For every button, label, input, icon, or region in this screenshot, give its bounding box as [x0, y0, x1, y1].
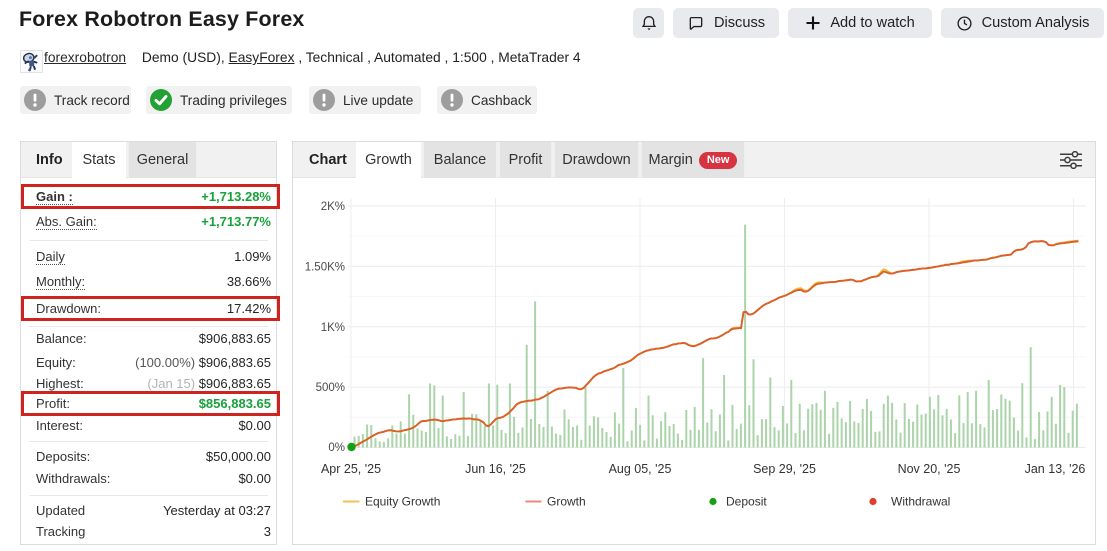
svg-text:1.50K%: 1.50K%: [305, 262, 345, 274]
svg-text:0%: 0%: [328, 442, 345, 454]
svg-text:Apr 25, '25: Apr 25, '25: [321, 462, 381, 476]
svg-text:Nov 20, '25: Nov 20, '25: [898, 462, 961, 476]
svg-text:2K%: 2K%: [321, 201, 345, 213]
svg-text:Equity Growth: Equity Growth: [365, 495, 440, 509]
svg-text:1K%: 1K%: [321, 322, 345, 334]
svg-text:500%: 500%: [316, 382, 345, 394]
svg-text:Aug 05, '25: Aug 05, '25: [609, 462, 672, 476]
svg-text:Withdrawal: Withdrawal: [891, 495, 950, 509]
svg-text:Jan 13, '26: Jan 13, '26: [1025, 462, 1086, 476]
svg-text:Growth: Growth: [547, 495, 586, 509]
svg-text:Sep 29, '25: Sep 29, '25: [753, 462, 816, 476]
svg-text:Deposit: Deposit: [726, 495, 767, 509]
svg-text:Jun 16, '25: Jun 16, '25: [465, 462, 526, 476]
